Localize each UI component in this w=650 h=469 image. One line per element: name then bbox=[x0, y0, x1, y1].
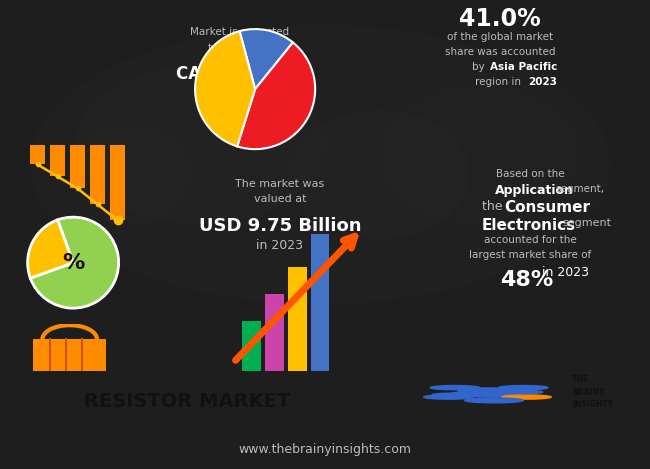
Text: The market was: The market was bbox=[235, 180, 324, 189]
Text: 48%: 48% bbox=[500, 270, 553, 290]
Circle shape bbox=[452, 391, 523, 397]
Bar bbox=[33, 339, 106, 371]
Text: 41.0%: 41.0% bbox=[459, 7, 541, 31]
Text: www.thebrainyinsights.com: www.thebrainyinsights.com bbox=[239, 443, 411, 455]
Text: largest market share of: largest market share of bbox=[469, 250, 591, 260]
Circle shape bbox=[432, 393, 471, 396]
Text: Based on the: Based on the bbox=[496, 169, 564, 180]
Bar bbox=[30, 144, 45, 165]
Wedge shape bbox=[240, 29, 293, 89]
Circle shape bbox=[424, 395, 473, 399]
Text: of the global market: of the global market bbox=[447, 32, 553, 42]
Wedge shape bbox=[28, 220, 73, 278]
Ellipse shape bbox=[70, 125, 190, 224]
Bar bbox=[265, 294, 283, 371]
Text: RESISTOR MARKET: RESISTOR MARKET bbox=[84, 392, 291, 411]
Wedge shape bbox=[195, 31, 255, 146]
Text: Asia Pacific: Asia Pacific bbox=[490, 62, 558, 72]
Ellipse shape bbox=[75, 65, 325, 224]
Bar bbox=[288, 267, 307, 371]
Circle shape bbox=[465, 398, 523, 403]
Text: Market is expected: Market is expected bbox=[190, 27, 289, 37]
Text: 2023: 2023 bbox=[528, 77, 557, 87]
Wedge shape bbox=[31, 217, 118, 308]
Bar bbox=[110, 144, 125, 220]
Text: in 2023: in 2023 bbox=[542, 266, 589, 279]
Text: THE
BRAINY
INSIGHTS: THE BRAINY INSIGHTS bbox=[572, 375, 613, 409]
Ellipse shape bbox=[380, 85, 580, 224]
Circle shape bbox=[502, 395, 551, 399]
Circle shape bbox=[499, 386, 548, 390]
Ellipse shape bbox=[290, 110, 470, 239]
Text: to register a: to register a bbox=[208, 43, 272, 53]
Circle shape bbox=[504, 390, 543, 393]
Text: the: the bbox=[482, 200, 506, 213]
Text: segment,: segment, bbox=[555, 184, 604, 195]
Text: %: % bbox=[62, 253, 84, 272]
Bar bbox=[311, 234, 330, 371]
Bar bbox=[90, 144, 105, 204]
Text: segment: segment bbox=[562, 218, 611, 228]
Bar bbox=[242, 321, 261, 371]
Text: accounted for the: accounted for the bbox=[484, 235, 577, 245]
Circle shape bbox=[430, 386, 480, 390]
Text: region in: region in bbox=[475, 77, 525, 87]
Text: Consumer: Consumer bbox=[504, 200, 590, 215]
Bar bbox=[50, 144, 65, 176]
Text: Electronics: Electronics bbox=[482, 218, 576, 233]
Ellipse shape bbox=[30, 25, 610, 304]
Text: CAGR of 4.8%: CAGR of 4.8% bbox=[176, 65, 304, 83]
Text: USD 9.75 Billion: USD 9.75 Billion bbox=[199, 217, 361, 235]
Circle shape bbox=[458, 388, 517, 393]
Text: by: by bbox=[472, 62, 488, 72]
Text: share was accounted: share was accounted bbox=[445, 47, 555, 57]
Text: in 2023: in 2023 bbox=[257, 239, 304, 252]
Wedge shape bbox=[237, 43, 315, 149]
Bar bbox=[70, 144, 85, 189]
Text: Application: Application bbox=[495, 184, 574, 197]
Text: valued at: valued at bbox=[254, 194, 306, 204]
